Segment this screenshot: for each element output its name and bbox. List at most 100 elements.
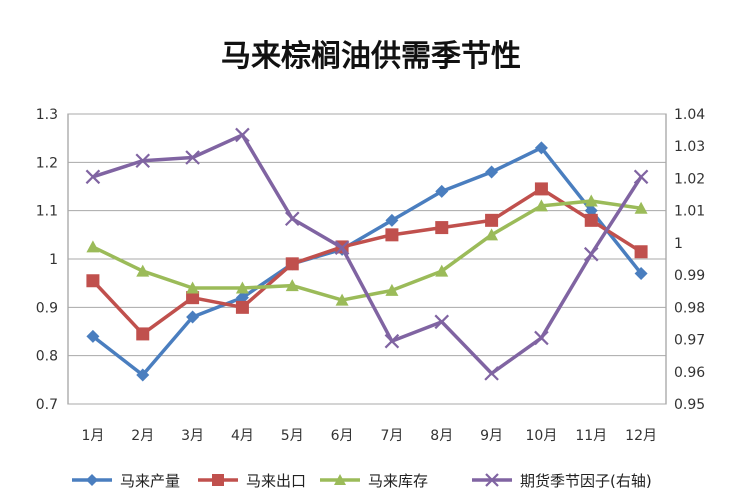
data-point [435, 221, 449, 235]
y-right-tick-label: 0.97 [674, 333, 705, 349]
y-right-tick-label: 1.03 [674, 139, 705, 155]
y-left-tick-label: 0.7 [36, 397, 58, 413]
data-point [334, 240, 350, 256]
y-left-tick-label: 0.9 [36, 300, 58, 316]
data-point [86, 474, 98, 486]
data-point [583, 246, 599, 262]
data-point [634, 267, 648, 280]
data-point [285, 279, 299, 292]
data-point [485, 213, 499, 227]
y-left-tick-label: 1.3 [36, 107, 58, 123]
legend-label: 期货季节因子(右轴) [520, 472, 652, 488]
y-right-tick-label: 0.99 [674, 268, 705, 284]
y-left-tick-label: 0.8 [36, 349, 58, 365]
data-point [484, 366, 499, 381]
data-point [285, 257, 299, 271]
data-point [235, 300, 249, 314]
data-point [135, 153, 151, 169]
data-point-stroke [284, 211, 300, 227]
data-point-stroke [185, 150, 200, 165]
data-point [534, 141, 548, 155]
x-tick-label: 1月 [81, 428, 104, 444]
data-point-stroke [384, 333, 400, 349]
x-tick-label: 5月 [281, 428, 304, 444]
data-point [86, 240, 100, 253]
y-right-tick-label: 0.95 [674, 397, 705, 413]
series-line [91, 146, 643, 377]
x-tick-label: 11月 [575, 428, 607, 444]
data-point [335, 293, 349, 306]
legend-label: 马来库存 [368, 472, 428, 488]
legend-label: 马来产量 [120, 472, 180, 488]
data-point [434, 314, 450, 330]
data-point [534, 199, 548, 212]
axis-layer: 1.3 1.2 1.1 1 0.9 0.8 0.7 1.04 1.03 1.02 1.01 1 0.99… [36, 107, 706, 444]
x-tick-label: 6月 [331, 428, 354, 444]
y-right-tick-label: 1.04 [674, 107, 705, 123]
series-line [92, 133, 643, 376]
data-point [186, 291, 200, 305]
y-left-tick-label: 1.2 [36, 155, 58, 171]
x-tick-label: 3月 [181, 428, 204, 444]
x-tick-label: 7月 [380, 428, 403, 444]
data-point-stroke [534, 330, 549, 346]
data-point-stroke [334, 240, 350, 256]
legend: 马来产量 马来出口 马来库存 期货季节因子(右轴) [72, 472, 652, 488]
legend-item: 马来出口 [198, 472, 306, 488]
data-point [485, 228, 499, 241]
y-right-tick-label: 1.01 [674, 204, 705, 220]
x-tick-label: 4月 [231, 428, 254, 444]
legend-item: 马来库存 [320, 472, 428, 488]
data-point [584, 213, 598, 227]
x-tick-label: 2月 [131, 428, 154, 444]
data-point [86, 329, 100, 343]
data-point-stroke [434, 314, 450, 330]
series-line [91, 187, 643, 336]
data-point-stroke [135, 153, 151, 169]
data-point [136, 368, 150, 382]
data-point [435, 184, 449, 198]
data-point [136, 264, 150, 277]
legend-item: 马来产量 [72, 472, 180, 488]
data-point [86, 274, 100, 288]
data-point-stroke [85, 169, 101, 185]
series-x [85, 127, 649, 381]
data-point-stroke [633, 169, 649, 185]
data-point [334, 474, 346, 485]
data-point-stroke [484, 366, 499, 381]
x-tick-label: 12月 [625, 428, 657, 444]
data-point [435, 264, 449, 277]
data-point [284, 211, 300, 227]
data-point-stroke [235, 127, 250, 143]
chart-title: 马来棕榈油供需季节性 [221, 39, 521, 74]
series-diamond [86, 141, 648, 382]
data-point-stroke [485, 473, 499, 487]
y-left-tick-label: 1 [49, 252, 58, 268]
y-right-tick-label: 0.98 [674, 300, 705, 316]
data-point [534, 182, 548, 196]
data-point [186, 281, 200, 294]
data-point-stroke [583, 246, 599, 262]
data-point [485, 165, 499, 179]
y-right-tick-label: 1 [674, 236, 683, 252]
data-point [385, 283, 399, 296]
y-left-tick-label: 1.1 [36, 204, 58, 220]
data-point [634, 245, 648, 259]
series-layer [85, 127, 649, 382]
data-point [384, 333, 400, 349]
data-point [633, 169, 649, 185]
data-point [534, 330, 549, 346]
data-point [385, 213, 399, 227]
x-tick-label: 8月 [430, 428, 453, 444]
legend-item: 期货季节因子(右轴) [472, 472, 652, 488]
data-point [85, 169, 101, 185]
legend-label: 马来出口 [246, 472, 306, 488]
data-point [136, 327, 150, 341]
x-tick-label: 10月 [526, 428, 558, 444]
x-tick-label: 9月 [480, 428, 503, 444]
data-point [385, 228, 399, 242]
grid-layer [67, 113, 667, 405]
data-point [634, 201, 648, 214]
y-right-tick-label: 0.96 [674, 365, 705, 381]
